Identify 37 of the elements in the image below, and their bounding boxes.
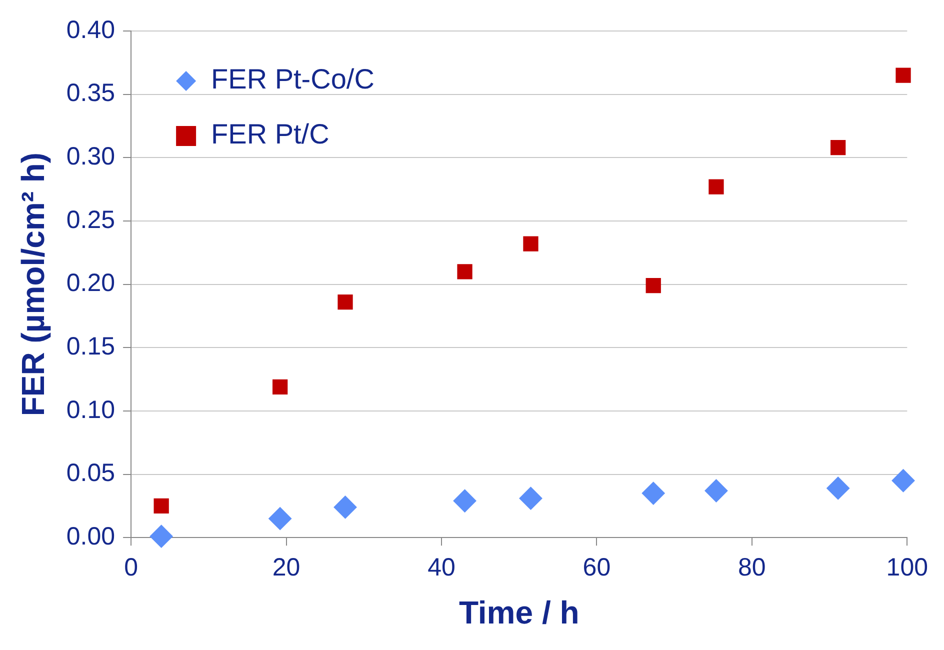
point: [272, 379, 288, 394]
point: [704, 479, 728, 502]
x-tick-label: 60: [582, 553, 611, 582]
point: [154, 498, 169, 514]
y-tick-label: 0.25: [66, 206, 116, 234]
x-tick-label: 80: [738, 553, 766, 582]
point: [519, 486, 542, 510]
y-tick-label: 0.05: [66, 459, 116, 488]
x-tick-label: 0: [124, 553, 138, 582]
point: [334, 496, 357, 519]
y-tick-label: 0.15: [66, 332, 116, 361]
x-axis-title: Time / h: [458, 594, 580, 631]
point: [457, 264, 472, 280]
y-tick-label: 0.35: [66, 79, 116, 108]
point: [892, 469, 915, 492]
y-tick-label: 0.30: [66, 142, 116, 171]
point: [453, 489, 476, 512]
point: [642, 482, 665, 505]
y-axis-title: FER (µmol/cm² h): [15, 152, 52, 416]
point: [646, 278, 661, 294]
y-tick-label: 0.00: [66, 522, 116, 550]
point: [830, 140, 846, 156]
point: [150, 524, 173, 548]
point: [523, 236, 538, 252]
legend-label: FER Pt/C: [211, 118, 330, 150]
y-tick-label: 0.10: [66, 396, 116, 424]
point: [338, 294, 353, 310]
x-tick-label: 40: [428, 553, 456, 582]
y-tick-label: 0.40: [66, 16, 116, 44]
x-tick-label: 100: [886, 553, 928, 582]
y-tick-label: 0.20: [66, 269, 116, 298]
point: [708, 179, 724, 194]
legend-label: FER Pt-Co/C: [211, 64, 374, 95]
point: [268, 507, 292, 530]
point: [826, 476, 850, 500]
x-tick-label: 20: [272, 553, 300, 582]
point: [896, 68, 911, 83]
